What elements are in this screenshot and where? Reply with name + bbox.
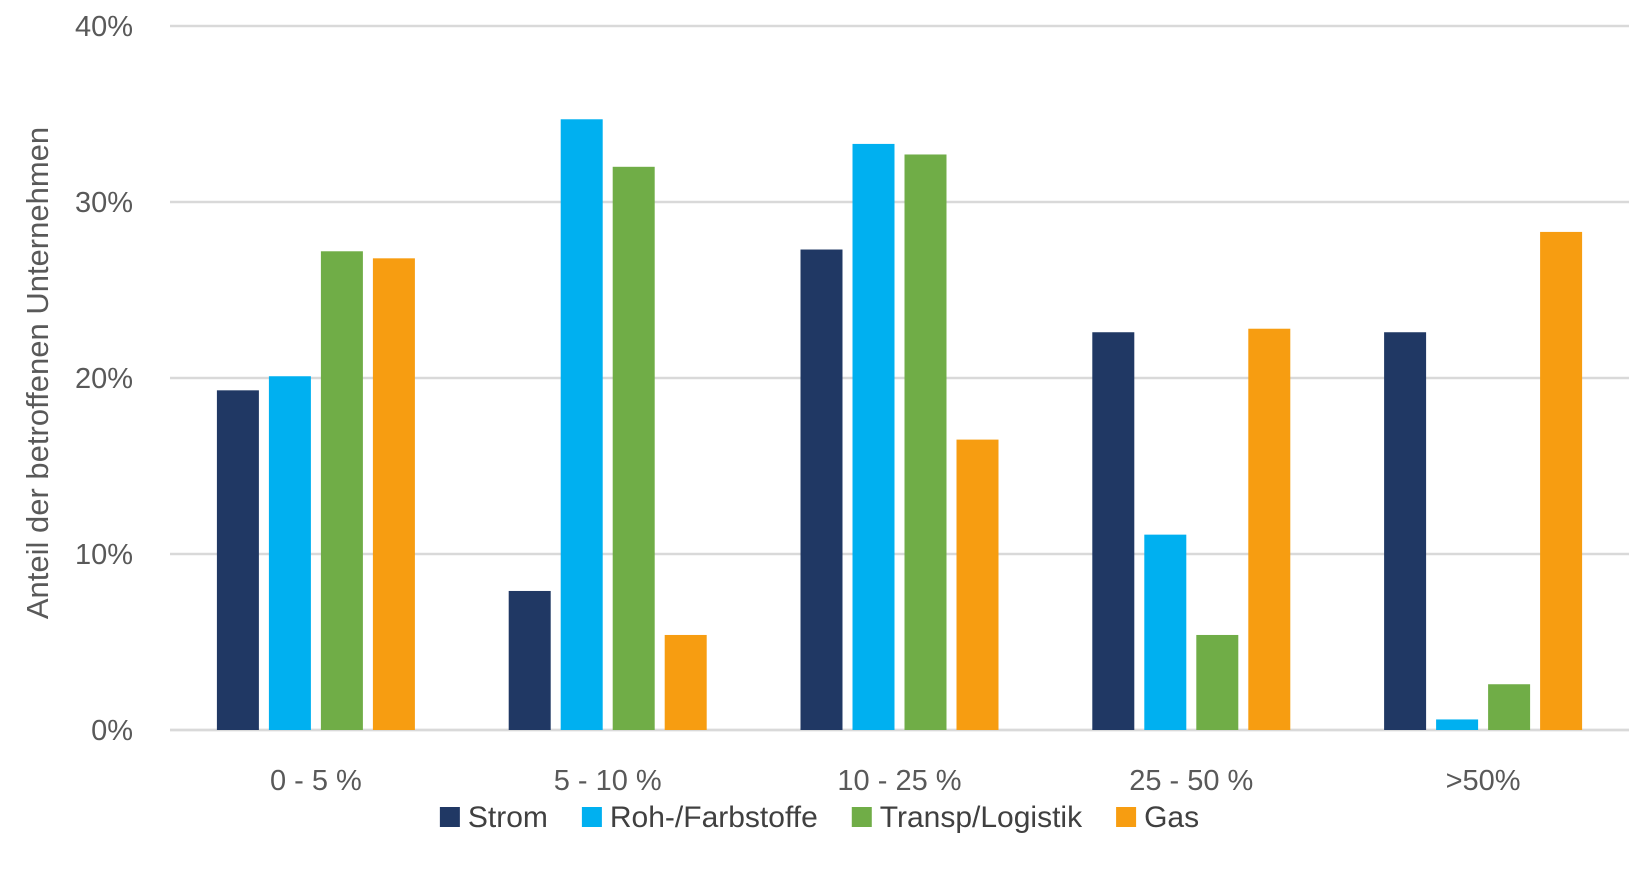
bar-transp-logistik-2 [904, 154, 947, 731]
bar-roh-farbstoffe-2 [852, 143, 895, 731]
bar-roh-farbstoffe-1 [560, 119, 603, 730]
bar-gas-4 [1540, 231, 1583, 731]
legend-swatch [439, 807, 460, 827]
legend-label: Gas [1144, 801, 1199, 834]
bar-roh-farbstoffe-0 [268, 376, 311, 730]
bar-transp-logistik-0 [320, 251, 363, 730]
legend-swatch [851, 807, 872, 827]
y-tick-label: 40% [75, 11, 133, 43]
bar-strom-3 [1092, 332, 1135, 730]
y-tick-label: 20% [75, 363, 133, 395]
legend-item: Roh-/Farbstoffe [581, 801, 818, 834]
bars [216, 119, 1583, 731]
legend-label: Strom [468, 801, 548, 834]
bar-gas-3 [1248, 328, 1291, 730]
legend-item: Gas [1116, 801, 1199, 834]
legend-swatch [1116, 807, 1137, 827]
legend-swatch [581, 807, 602, 827]
y-tick-label: 10% [75, 539, 133, 571]
x-tick-label: 5 - 10 % [554, 765, 662, 797]
bar-strom-1 [508, 590, 551, 730]
bar-gas-0 [372, 258, 415, 730]
y-axis-title: Anteil der betroffenen Unternehmen [20, 127, 55, 619]
bar-gas-2 [956, 439, 999, 730]
x-tick-label: 10 - 25 % [837, 765, 961, 797]
bar-strom-4 [1384, 332, 1427, 730]
legend-label: Roh-/Farbstoffe [610, 801, 818, 834]
bar-roh-farbstoffe-4 [1436, 719, 1479, 730]
bar-gas-1 [664, 634, 707, 730]
y-tick-label: 0% [91, 715, 133, 747]
bar-strom-0 [216, 390, 259, 730]
bar-strom-2 [800, 249, 843, 730]
y-axis-ticks: 0% 10% 20% 30% 40% [75, 11, 133, 747]
y-tick-label: 30% [75, 187, 133, 219]
bar-transp-logistik-4 [1488, 684, 1531, 730]
bar-transp-logistik-3 [1196, 634, 1239, 730]
legend-item: Transp/Logistik [851, 801, 1083, 834]
x-tick-label: >50% [1446, 765, 1521, 797]
bar-roh-farbstoffe-3 [1144, 534, 1187, 730]
legend: Strom Roh-/Farbstoffe Transp/Logistik Gas [439, 801, 1199, 834]
legend-item: Strom [439, 801, 548, 834]
x-tick-label: 0 - 5 % [270, 765, 362, 797]
x-axis-ticks: 0 - 5 % 5 - 10 % 10 - 25 % 25 - 50 % >50% [270, 765, 1521, 797]
x-tick-label: 25 - 50 % [1129, 765, 1253, 797]
legend-label: Transp/Logistik [880, 801, 1083, 834]
bar-transp-logistik-1 [612, 166, 655, 731]
